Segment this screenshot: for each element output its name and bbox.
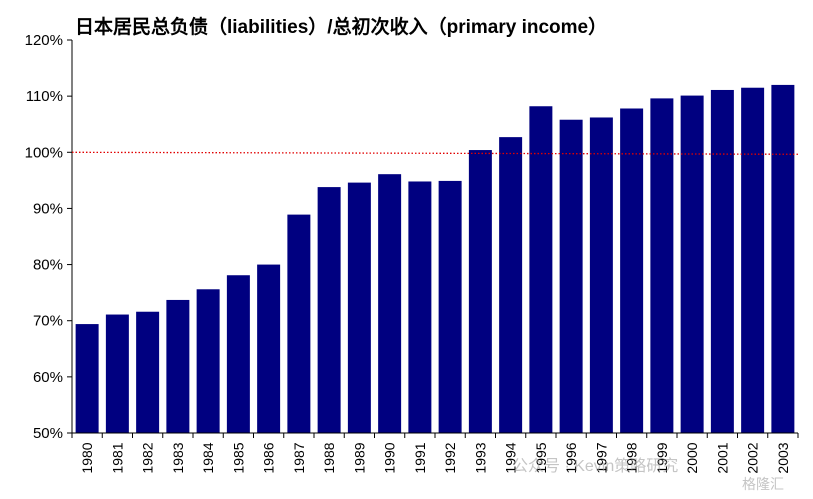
bar (408, 181, 432, 433)
bar (196, 289, 220, 433)
x-tick-label: 1988 (321, 442, 337, 473)
bar (741, 87, 765, 433)
bar (650, 98, 674, 433)
y-tick-label: 110% (26, 88, 63, 105)
x-tick-label: 1995 (533, 442, 549, 473)
bar (317, 187, 341, 433)
x-tick-label: 1998 (624, 442, 640, 473)
x-tick-label: 1987 (291, 442, 307, 473)
x-tick-label: 1999 (654, 442, 670, 473)
x-tick-label: 1985 (230, 442, 246, 473)
x-tick-label: 1983 (170, 442, 186, 473)
x-tick-label: 1997 (593, 442, 609, 473)
x-tick-label: 1996 (563, 442, 579, 473)
x-tick-label: 1993 (472, 442, 488, 473)
y-tick-label: 80% (33, 257, 63, 274)
bar (136, 311, 160, 433)
bar (257, 264, 281, 433)
x-tick-label: 1981 (109, 442, 125, 473)
x-tick-label: 1982 (140, 442, 156, 473)
bar (287, 214, 311, 433)
x-tick-label: 1986 (261, 442, 277, 473)
y-tick-label: 90% (33, 200, 63, 217)
watermark-secondary: 格隆汇 (742, 476, 784, 492)
bar (378, 174, 402, 433)
x-tick-label: 1990 (382, 442, 398, 473)
y-axis: 50% 60% 70% 80% 90% 100% 110% 120% (25, 32, 73, 442)
y-tick-label: 50% (33, 425, 63, 442)
bar (771, 84, 795, 434)
x-tick-label: 1994 (503, 442, 519, 473)
x-tick-label: 2003 (775, 442, 791, 473)
watermark-text: 公众号 · Kevin策略研究 (512, 458, 679, 475)
x-tick-label: 1992 (442, 442, 458, 473)
bar (75, 324, 99, 433)
bar (710, 89, 734, 434)
x-tick-label: 2000 (684, 442, 700, 473)
bar (105, 314, 129, 433)
x-tick-label: 2001 (714, 442, 730, 473)
bar (559, 119, 583, 434)
bar (226, 275, 250, 433)
x-tick-label: 1980 (79, 442, 95, 473)
x-axis: 1980 1981 1982 1983 1984 1985 1986 1987 1988 1989… (71, 432, 799, 474)
x-tick-label: 2002 (745, 442, 761, 473)
x-tick-label: 1984 (200, 442, 216, 473)
bar (166, 299, 190, 433)
bar (529, 106, 553, 434)
bars (75, 84, 795, 434)
y-tick-label: 70% (33, 313, 63, 330)
bar (347, 182, 371, 433)
y-tick-label: 120% (25, 32, 63, 49)
bar (468, 150, 492, 434)
bar (620, 108, 644, 433)
y-tick-label: 60% (33, 369, 63, 386)
x-tick-label: 1991 (412, 442, 428, 473)
y-tick-label: 100% (25, 144, 63, 161)
bar (499, 137, 523, 433)
bar (680, 95, 704, 434)
x-tick-label: 1989 (351, 442, 367, 473)
bar (589, 117, 613, 433)
chart-title: 日本居民总负债（liabilities）/总初次收入（primary incom… (75, 17, 608, 38)
bar (438, 180, 462, 433)
